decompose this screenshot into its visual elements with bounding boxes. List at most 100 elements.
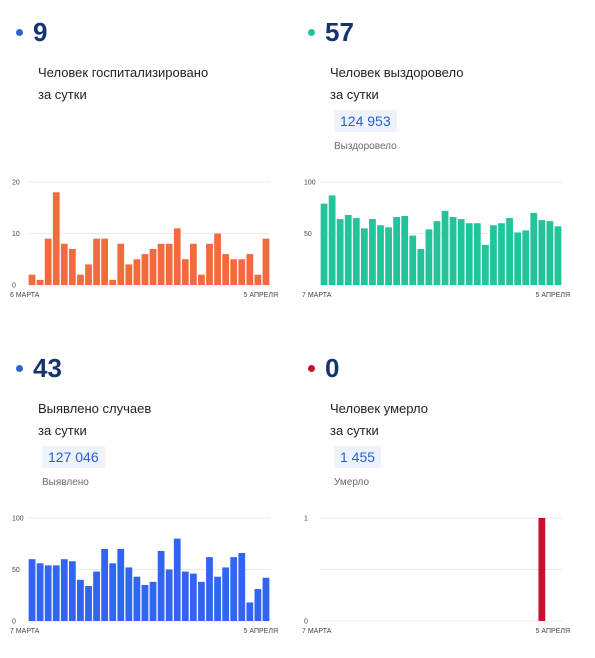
bar	[44, 565, 52, 621]
bar	[157, 243, 165, 285]
bar	[109, 563, 117, 621]
daily-count: 43	[33, 352, 62, 383]
y-tick-label: 0	[304, 619, 308, 626]
bar	[165, 243, 173, 285]
bar	[36, 279, 44, 285]
bar-chart: 50 100 7 МАРТА 5 АПРЕЛЯ	[302, 180, 570, 300]
series-dot-icon	[308, 364, 315, 372]
total-box: 124 953 Выздоровело	[334, 110, 397, 152]
bar	[246, 602, 254, 621]
total-value: 127 046	[42, 446, 105, 468]
panel-recovered: 57 Человек выздоровело за сутки 124 953 …	[300, 12, 580, 322]
description-line-2: за сутки	[330, 87, 379, 102]
bar	[52, 565, 60, 621]
bar	[44, 238, 52, 285]
x-tick-label-end: 5 АПРЕЛЯ	[244, 292, 278, 299]
bar	[36, 563, 44, 621]
bar	[230, 259, 238, 285]
bar	[117, 548, 125, 621]
bar	[101, 548, 109, 621]
bar	[85, 264, 92, 285]
bar	[481, 244, 489, 285]
bar	[28, 274, 36, 285]
panel-deaths: 0 Человек умерло за сутки 1 455 Умерло 0…	[300, 348, 580, 658]
bar	[198, 581, 205, 621]
headline: 9	[16, 12, 47, 52]
bar	[320, 203, 328, 285]
bar	[490, 225, 497, 285]
bar	[157, 550, 165, 621]
bar	[109, 279, 117, 285]
bar	[222, 254, 230, 285]
bar	[77, 274, 84, 285]
bar	[538, 518, 546, 621]
bar	[173, 538, 181, 621]
bar	[441, 210, 449, 285]
daily-count: 57	[325, 16, 354, 47]
bar	[246, 254, 254, 285]
x-tick-label-start: 7 МАРТА	[302, 292, 332, 299]
bar	[262, 577, 270, 621]
bar	[238, 259, 246, 285]
bar	[85, 585, 92, 621]
bar	[125, 567, 133, 621]
total-box: 127 046 Выявлено	[42, 446, 105, 488]
description-line-2: за сутки	[38, 423, 87, 438]
daily-count: 0	[325, 352, 340, 383]
bar-chart: 0 10 20 6 МАРТА 5 АПРЕЛЯ	[10, 180, 278, 300]
bar	[538, 220, 546, 285]
y-tick-label: 0	[12, 283, 16, 290]
x-tick-label-end: 5 АПРЕЛЯ	[536, 628, 570, 635]
bar	[385, 227, 392, 285]
bar	[352, 218, 360, 285]
bar	[181, 259, 189, 285]
bar	[60, 559, 68, 621]
bar-chart: 0 50 100 7 МАРТА 5 АПРЕЛЯ	[10, 516, 278, 636]
bar	[417, 248, 425, 285]
bar	[254, 274, 262, 285]
headline: 43	[16, 348, 62, 388]
description-line-2: за сутки	[38, 87, 87, 102]
headline: 57	[308, 12, 354, 52]
bar	[262, 238, 270, 285]
x-tick-label-start: 7 МАРТА	[302, 628, 332, 635]
bar	[554, 226, 562, 285]
x-tick-label-end: 5 АПРЕЛЯ	[244, 628, 278, 635]
bar	[328, 195, 336, 285]
headline: 0	[308, 348, 339, 388]
bar	[189, 243, 197, 285]
bar	[449, 217, 457, 285]
bar	[222, 567, 230, 621]
bar	[336, 219, 344, 285]
total-value: 124 953	[334, 110, 397, 132]
bar	[52, 192, 60, 285]
bar-chart: 0 1 7 МАРТА 5 АПРЕЛЯ	[302, 516, 570, 636]
y-tick-label: 20	[12, 180, 20, 187]
y-tick-label: 0	[12, 619, 16, 626]
bar	[344, 214, 352, 285]
total-label: Выявлено	[42, 477, 89, 488]
total-label: Умерло	[334, 477, 370, 488]
y-tick-label: 100	[304, 180, 316, 187]
bar	[546, 221, 554, 285]
bar	[360, 228, 368, 285]
total-box: 1 455 Умерло	[334, 446, 382, 488]
bar	[530, 212, 538, 285]
bar	[377, 225, 384, 285]
bar	[238, 553, 246, 621]
bar	[522, 230, 530, 285]
description: Человек выздоровело за сутки	[330, 62, 463, 106]
description-line-1: Человек госпитализировано	[38, 65, 209, 80]
bar	[117, 243, 125, 285]
bar	[189, 573, 197, 621]
bar	[173, 228, 181, 285]
series-dot-icon	[308, 28, 315, 36]
bar	[254, 589, 262, 621]
panel-hospitalized: 9 Человек госпитализировано за сутки 0 10…	[8, 12, 288, 322]
bar	[101, 238, 109, 285]
x-tick-label-start: 6 МАРТА	[10, 292, 40, 299]
y-tick-label: 1	[304, 516, 308, 523]
bar	[149, 248, 157, 285]
bar	[77, 579, 84, 621]
bar	[369, 219, 376, 285]
